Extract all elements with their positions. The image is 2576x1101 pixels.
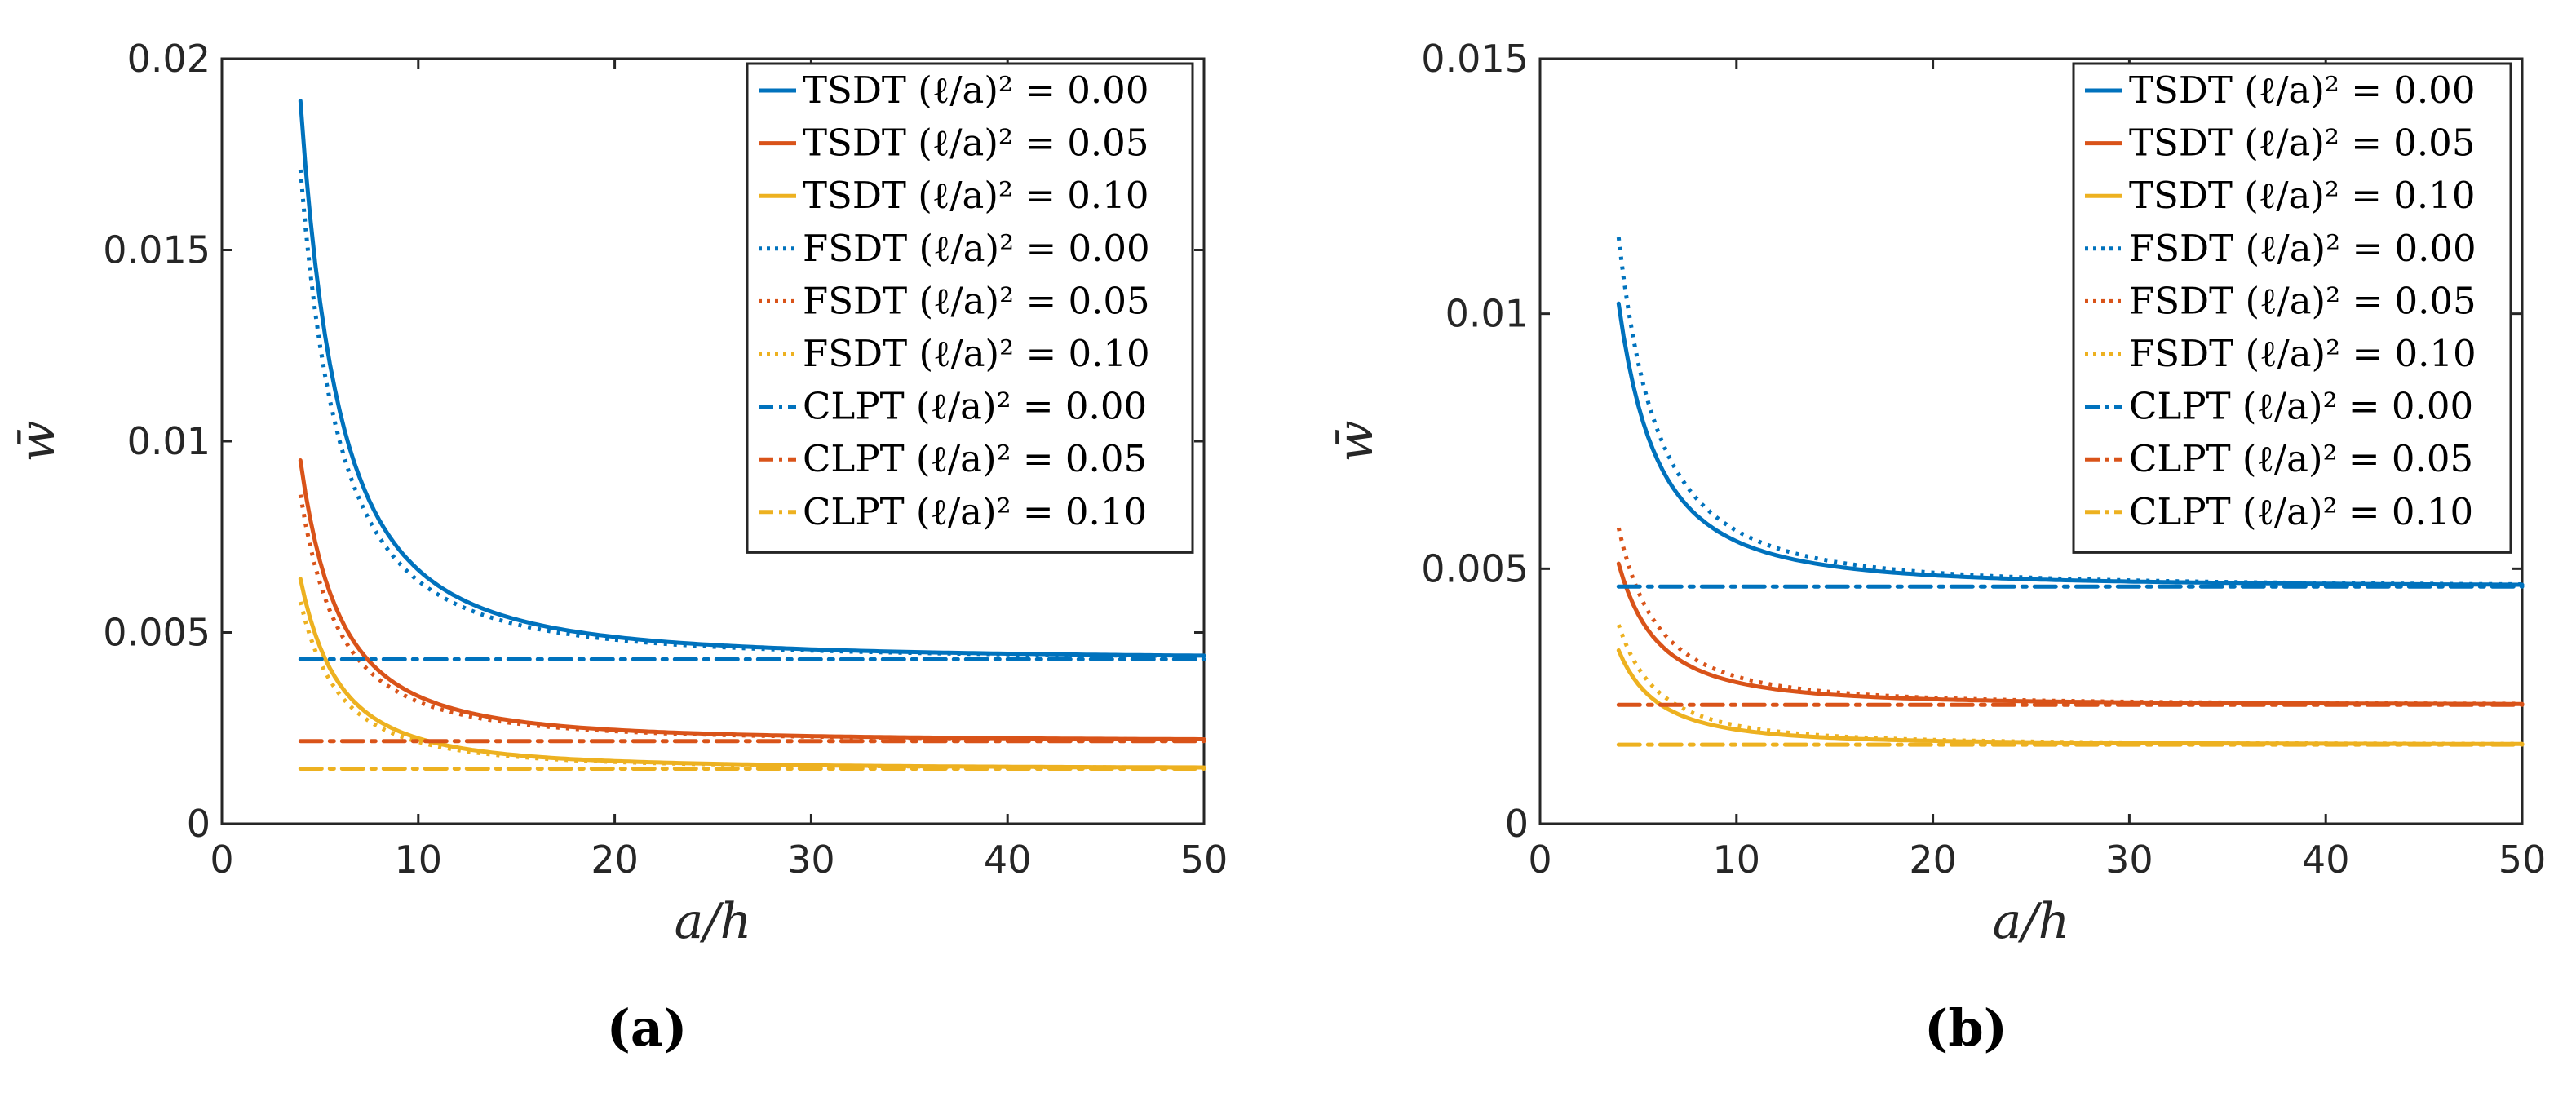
y-axis-label: w̄	[1327, 420, 1384, 462]
legend-entry-label: TSDT (ℓ/a)² = 0.00	[2129, 69, 2475, 112]
y-tick-label: 0.005	[103, 611, 210, 655]
x-axis-label: a/h	[1993, 893, 2070, 950]
legend-entry-label: FSDT (ℓ/a)² = 0.05	[803, 279, 1150, 322]
panel-caption: (a)	[607, 998, 688, 1058]
legend-entry-label: CLPT (ℓ/a)² = 0.10	[2129, 490, 2473, 533]
legend-box	[2072, 62, 2512, 554]
legend-entry-label: FSDT (ℓ/a)² = 0.10	[2129, 332, 2476, 375]
legend-entry-label: CLPT (ℓ/a)² = 0.00	[803, 385, 1147, 428]
legend-entry-label: TSDT (ℓ/a)² = 0.05	[803, 122, 1149, 165]
y-tick-label: 0.01	[127, 419, 210, 463]
legend-entry-label: CLPT (ℓ/a)² = 0.05	[2129, 437, 2473, 480]
chart-panel-a: 0 10 20 30 40 50 0 0.005 0.01 0.015 0.02 a/h w̄ TSDT …	[9, 37, 1228, 1058]
legend-entry-label: TSDT (ℓ/a)² = 0.10	[803, 174, 1149, 217]
legend-entry-label: TSDT (ℓ/a)² = 0.10	[2129, 174, 2475, 217]
legend-entry-label: FSDT (ℓ/a)² = 0.00	[2129, 227, 2476, 270]
legend-entry-label: CLPT (ℓ/a)² = 0.10	[803, 490, 1147, 533]
legend-entry-label: CLPT (ℓ/a)² = 0.00	[2129, 385, 2473, 428]
x-tick-label: 0	[1528, 838, 1551, 882]
x-tick-label: 30	[2105, 838, 2153, 882]
y-tick-label: 0	[1505, 802, 1529, 846]
y-tick-label: 0	[187, 802, 210, 846]
series-line	[298, 169, 1205, 658]
x-tick-label: 30	[787, 838, 835, 882]
x-tick-label: 20	[591, 838, 639, 882]
x-tick-label: 0	[210, 838, 233, 882]
panel-caption: (b)	[1924, 998, 2007, 1058]
x-axis-label: a/h	[675, 893, 752, 950]
series-line	[298, 494, 1205, 742]
x-tick-label: 10	[1713, 838, 1761, 882]
legend-entry-label: CLPT (ℓ/a)² = 0.05	[803, 437, 1147, 480]
x-tick-label: 40	[984, 838, 1032, 882]
legend-entry-label: TSDT (ℓ/a)² = 0.05	[2129, 122, 2475, 165]
x-tick-label: 10	[395, 838, 443, 882]
legend-entry-label: FSDT (ℓ/a)² = 0.00	[803, 227, 1150, 270]
legend-entry-label: FSDT (ℓ/a)² = 0.10	[803, 332, 1150, 375]
series-line	[1616, 527, 2522, 706]
series-line	[298, 601, 1205, 770]
x-tick-label: 50	[2499, 838, 2547, 882]
legend-entry-label: TSDT (ℓ/a)² = 0.00	[803, 69, 1149, 112]
legend-entry-label: FSDT (ℓ/a)² = 0.05	[2129, 279, 2476, 322]
y-tick-label: 0.01	[1445, 292, 1529, 336]
y-axis-label: w̄	[9, 420, 66, 462]
legend-box	[746, 62, 1194, 554]
y-tick-label: 0.005	[1421, 546, 1529, 590]
series-line	[1616, 237, 2522, 586]
chart-panel-b: 0 10 20 30 40 50 0 0.005 0.01 0.015 a/h w̄ TSDT (ℓ/a…	[1327, 37, 2546, 1058]
x-tick-label: 20	[1909, 838, 1957, 882]
y-tick-label: 0.02	[127, 37, 210, 81]
x-tick-label: 40	[2302, 838, 2350, 882]
y-tick-label: 0.015	[103, 228, 210, 272]
x-tick-label: 50	[1180, 838, 1228, 882]
series-line	[1616, 624, 2522, 746]
y-tick-label: 0.015	[1421, 37, 1529, 81]
